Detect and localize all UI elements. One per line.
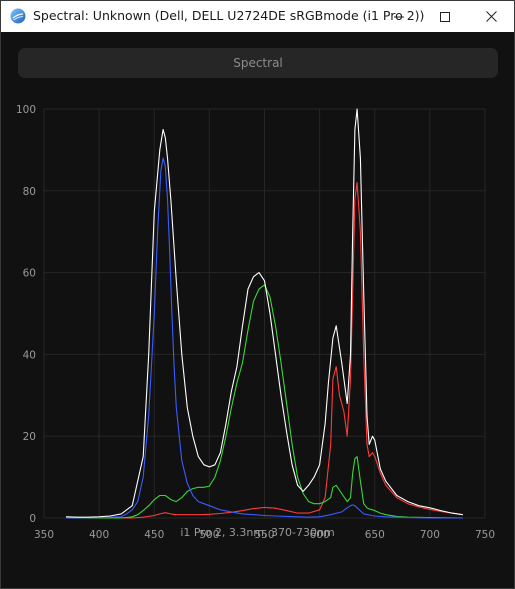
chart-caption: i1 Pro 2, 3.3nm, 370-730nm [180, 526, 335, 539]
window-title: Spectral: Unknown (Dell, DELL U2724DE sR… [33, 8, 425, 23]
x-tick-label: 400 [89, 529, 109, 541]
x-tick-label: 650 [365, 529, 385, 541]
spectral-button[interactable]: Spectral [18, 48, 498, 78]
y-tick-label: 20 [23, 431, 36, 443]
y-tick-label: 80 [23, 186, 36, 198]
x-tick-label: 600 [310, 529, 330, 541]
x-tick-label: 550 [254, 529, 274, 541]
x-tick-label: 750 [475, 529, 495, 541]
spectrum-series-line [65, 157, 463, 519]
y-tick-label: 40 [23, 349, 36, 361]
y-tick-label: 0 [29, 513, 36, 525]
color-wheel-icon [10, 8, 26, 24]
x-tick-label: 500 [199, 529, 219, 541]
y-tick-label: 60 [23, 268, 36, 280]
spectral-chart: 350 400 450 500 550 600 650 700 750 0 20 40 60 80 100 [16, 104, 495, 541]
spectrum-series-line [65, 108, 463, 518]
maximize-button[interactable] [422, 1, 468, 32]
x-tick-label: 350 [34, 529, 54, 541]
spectrum-series-line [66, 182, 463, 519]
spectrum-series-line [66, 284, 463, 519]
content-area: Spectral [1, 32, 514, 588]
y-tick-label: 100 [16, 104, 36, 116]
maximize-icon [440, 11, 450, 22]
x-tick-label: 450 [144, 529, 164, 541]
close-button[interactable] [468, 1, 514, 32]
minimize-button[interactable] [376, 1, 422, 32]
close-icon [485, 11, 497, 22]
minimize-icon [394, 16, 404, 17]
x-tick-label: 700 [420, 529, 440, 541]
title-bar[interactable]: Spectral: Unknown (Dell, DELL U2724DE sR… [1, 1, 514, 32]
